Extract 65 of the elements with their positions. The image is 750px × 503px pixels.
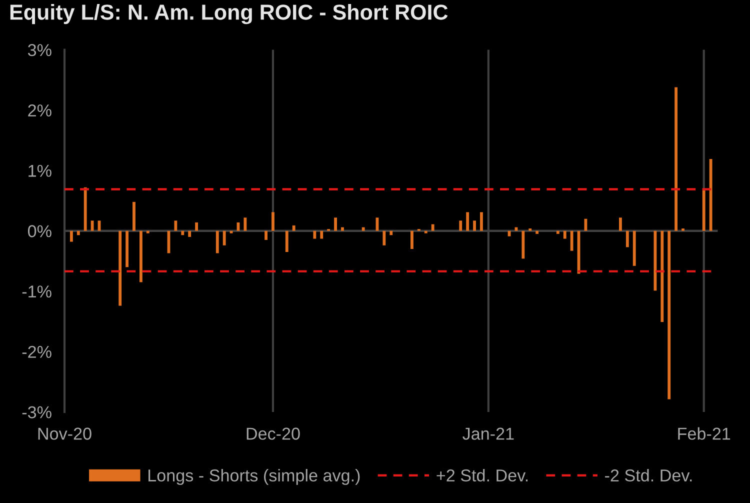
y-tick-label: 2%	[28, 104, 52, 116]
bar	[84, 187, 87, 231]
bar	[341, 227, 344, 231]
bar	[709, 159, 712, 231]
bar	[674, 87, 678, 231]
bar	[292, 225, 296, 231]
x-tick-label: Dec-20	[246, 428, 300, 440]
bar	[702, 190, 706, 231]
bar	[126, 230, 129, 268]
bar	[174, 220, 178, 231]
bar	[654, 230, 657, 291]
bar	[181, 230, 184, 236]
bar	[244, 218, 247, 231]
bar	[431, 224, 434, 231]
bar	[390, 230, 393, 236]
bar	[216, 230, 219, 254]
bar	[146, 230, 150, 234]
bar	[334, 218, 337, 231]
bar	[668, 230, 671, 400]
legend-label: +2 Std. Dev.	[436, 468, 528, 482]
bar	[570, 230, 574, 251]
bar	[313, 230, 316, 239]
y-tick-label: 3%	[28, 44, 52, 56]
bar	[619, 218, 622, 231]
bar	[660, 230, 664, 322]
bar	[195, 222, 198, 231]
y-tick-label: 1%	[28, 164, 52, 177]
x-tick-label: Jan-21	[462, 428, 514, 440]
y-tick-label: -3%	[22, 406, 52, 418]
bar	[132, 202, 136, 231]
bar	[563, 230, 566, 239]
bar	[188, 230, 192, 237]
bar	[272, 212, 274, 231]
y-tick-label: -1%	[22, 286, 52, 298]
bar	[139, 230, 142, 282]
y-tick-label: 0%	[28, 225, 52, 238]
bar	[528, 228, 532, 231]
bar	[264, 230, 268, 240]
bar	[320, 230, 324, 239]
bar	[459, 220, 462, 231]
bar	[70, 230, 73, 242]
legend-label: Longs - Shorts (simple avg.)	[148, 468, 360, 485]
bar	[410, 230, 414, 249]
bar	[222, 230, 226, 246]
bar	[285, 230, 288, 252]
y-tick-label: -2%	[22, 346, 52, 358]
x-tick-label: Nov-20	[38, 428, 92, 440]
bar	[382, 230, 386, 246]
bar	[556, 230, 560, 234]
bar	[473, 220, 476, 231]
bar	[480, 212, 483, 231]
bar	[76, 230, 80, 236]
legend-label: -2 Std. Dev.	[605, 468, 692, 482]
bar	[522, 230, 525, 259]
bar	[536, 230, 539, 234]
bar	[362, 227, 365, 231]
x-tick-label: Feb-21	[678, 427, 730, 440]
bar	[424, 230, 428, 234]
bar	[682, 228, 684, 231]
bar	[466, 212, 470, 231]
bar	[118, 230, 122, 306]
bar	[90, 220, 94, 231]
bar	[626, 230, 629, 248]
bar	[632, 230, 636, 266]
chart-title: Equity L/S: N. Am. Long ROIC - Short ROIC	[10, 4, 448, 24]
